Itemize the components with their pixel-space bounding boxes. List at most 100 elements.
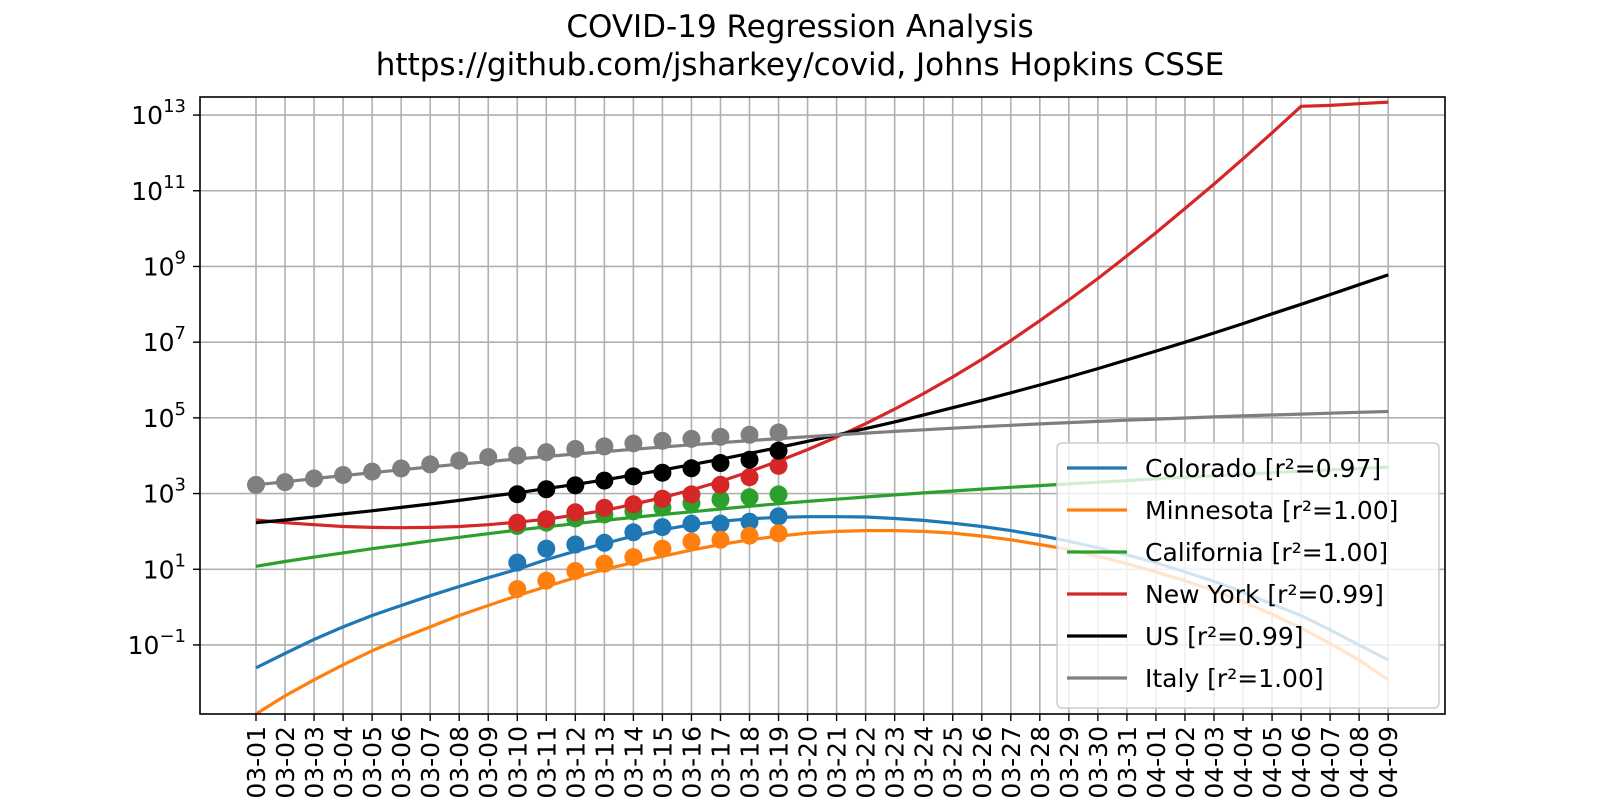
legend-label: Italy [r²=1.00]: [1145, 664, 1324, 693]
observed-point: [653, 489, 672, 508]
x-tick-label: 03-04: [329, 726, 358, 799]
series-line: [255, 273, 1389, 525]
legend-label: New York [r²=0.99]: [1145, 580, 1384, 609]
x-tick-label: 03-18: [736, 726, 765, 799]
observed-point: [595, 554, 614, 573]
observed-point: [682, 485, 701, 504]
chart-subtitle: https://github.com/jsharkey/covid, Johns…: [375, 47, 1225, 83]
legend-label: Colorado [r²=0.97]: [1145, 454, 1381, 483]
x-tick-label: 03-23: [881, 726, 910, 799]
observed-point: [769, 507, 788, 526]
observed-point: [740, 488, 759, 507]
x-tick-label: 03-01: [242, 726, 271, 799]
x-tick-label: 03-28: [1026, 726, 1055, 799]
series-line: [255, 409, 1389, 487]
observed-point: [537, 443, 556, 462]
observed-point: [624, 495, 643, 514]
x-tick-label: 03-31: [1113, 726, 1142, 799]
observed-point: [479, 448, 498, 467]
observed-point: [624, 467, 643, 486]
y-tick-label: 1011: [131, 172, 186, 206]
x-tick-label: 03-22: [852, 726, 881, 799]
observed-point: [247, 475, 265, 494]
observed-point: [653, 463, 672, 482]
observed-point: [508, 513, 527, 532]
x-tick-label: 04-02: [1171, 726, 1200, 799]
observed-point: [711, 530, 730, 549]
observed-point: [769, 456, 788, 475]
x-tick-label: 03-05: [358, 726, 387, 799]
observed-point: [421, 455, 440, 474]
x-tick-label: 04-05: [1258, 726, 1287, 799]
observed-point: [711, 490, 730, 509]
observed-point: [711, 514, 730, 533]
observed-point: [711, 427, 730, 446]
observed-point: [769, 524, 788, 543]
x-tick-label: 03-08: [445, 726, 474, 799]
observed-point: [740, 450, 759, 469]
observed-point: [595, 471, 614, 490]
observed-point: [508, 446, 527, 465]
x-tick-label: 03-27: [997, 726, 1026, 799]
x-tick-label: 03-11: [532, 726, 561, 799]
legend-label: California [r²=1.00]: [1145, 538, 1388, 567]
x-tick-label: 03-15: [648, 726, 677, 799]
x-tick-label: 03-29: [1055, 726, 1084, 799]
observed-markers: [247, 423, 788, 599]
observed-point: [450, 451, 469, 470]
observed-point: [334, 465, 353, 484]
observed-point: [624, 548, 643, 567]
observed-point: [566, 439, 585, 458]
observed-point: [595, 437, 614, 456]
observed-point: [508, 485, 527, 504]
observed-point: [537, 480, 556, 499]
observed-point: [682, 532, 701, 551]
observed-point: [711, 475, 730, 494]
observed-point: [305, 469, 324, 488]
observed-point: [595, 498, 614, 517]
x-tick-label: 03-21: [823, 726, 852, 799]
observed-point: [508, 580, 527, 599]
x-tick-label: 03-09: [474, 726, 503, 799]
observed-point: [769, 423, 788, 442]
x-tick-label: 03-07: [416, 726, 445, 799]
plot-frame: [199, 96, 1446, 715]
x-tick-label: 03-16: [677, 726, 706, 799]
y-axis-ticks: 10−1 101 103 105 107 109 1011 1013: [128, 96, 200, 660]
observed-point: [769, 441, 788, 460]
x-tick-label: 03-17: [706, 726, 735, 799]
series-line: [255, 100, 1389, 530]
x-axis-ticks: 03-01 03-02 03-03 03-04 03-05 03-06 03-07 03-08…: [242, 714, 1403, 799]
chart-title: COVID-19 Regression Analysis: [566, 9, 1034, 45]
x-tick-label: 03-14: [619, 726, 648, 799]
observed-point: [566, 503, 585, 522]
legend-label: US [r²=0.99]: [1145, 622, 1304, 651]
x-tick-label: 04-07: [1316, 726, 1345, 799]
x-tick-label: 03-03: [300, 726, 329, 799]
x-tick-label: 03-19: [765, 726, 794, 799]
x-tick-label: 03-20: [794, 726, 823, 799]
legend-box: [1056, 442, 1440, 709]
y-tick-label: 107: [143, 323, 186, 357]
observed-point: [740, 526, 759, 545]
x-tick-label: 03-30: [1084, 726, 1113, 799]
x-tick-label: 03-10: [503, 726, 532, 799]
x-tick-label: 04-04: [1229, 726, 1258, 799]
x-tick-label: 03-26: [968, 726, 997, 799]
title-block: COVID-19 Regression Analysis https://git…: [0, 8, 1600, 84]
x-tick-label: 04-01: [1142, 726, 1171, 799]
x-tick-label: 03-13: [590, 726, 619, 799]
legend: Colorado [r²=0.97] Minnesota [r²=1.00] Cal…: [1056, 442, 1440, 709]
observed-point: [363, 462, 382, 481]
observed-point: [537, 539, 556, 558]
observed-point: [682, 459, 701, 478]
x-tick-label: 03-24: [910, 726, 939, 799]
observed-point: [508, 553, 527, 572]
observed-point: [682, 514, 701, 533]
x-tick-label: 04-03: [1200, 726, 1229, 799]
observed-point: [624, 523, 643, 542]
y-tick-label: 1013: [131, 96, 186, 130]
observed-point: [566, 561, 585, 580]
observed-point: [740, 468, 759, 487]
